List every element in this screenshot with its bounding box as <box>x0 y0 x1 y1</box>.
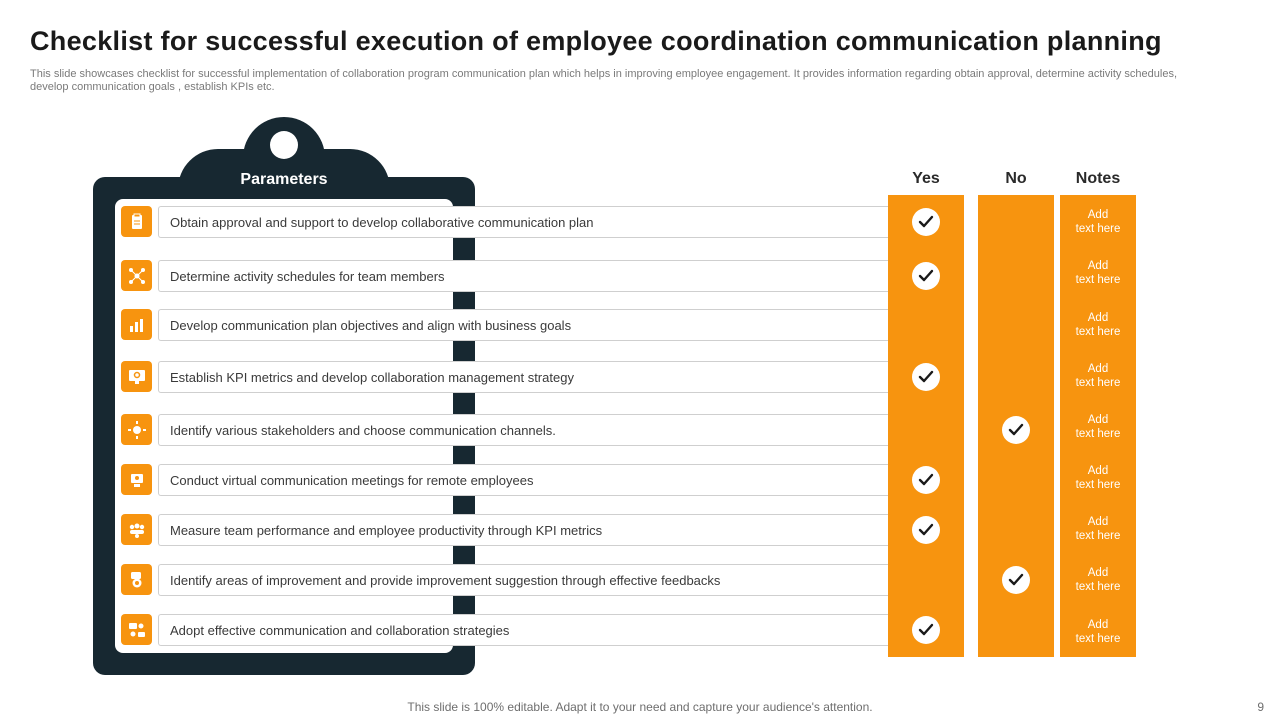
checklist-row: Adopt effective communication and collab… <box>158 614 888 646</box>
note-placeholder[interactable]: Add text here <box>1075 363 1121 389</box>
checklist-row-text: Conduct virtual communication meetings f… <box>170 472 534 488</box>
no-check-icon[interactable] <box>1002 416 1030 444</box>
checklist-row: Determine activity schedules for team me… <box>158 260 888 292</box>
growth-chart-icon <box>129 318 143 332</box>
yes-check-icon[interactable] <box>912 516 940 544</box>
page-subtitle: This slide showcases checklist for succe… <box>30 68 1178 93</box>
checklist-row-text: Measure team performance and employee pr… <box>170 522 603 538</box>
yes-check-icon[interactable] <box>912 262 940 290</box>
yes-check-icon[interactable] <box>912 208 940 236</box>
yes-check-icon[interactable] <box>912 363 940 391</box>
note-placeholder[interactable]: Add text here <box>1075 516 1121 542</box>
note-placeholder[interactable]: Add text here <box>1075 465 1121 491</box>
checklist-row-text: Adopt effective communication and collab… <box>170 622 510 638</box>
checklist-row: Identify areas of improvement and provid… <box>158 564 888 596</box>
checklist-row-text: Obtain approval and support to develop c… <box>170 214 594 230</box>
checklist-row-text: Determine activity schedules for team me… <box>170 268 445 284</box>
note-placeholder[interactable]: Add text here <box>1075 619 1121 645</box>
checklist-row: Obtain approval and support to develop c… <box>158 206 888 238</box>
row-icon-badge <box>121 514 152 545</box>
checklist-row-text: Identify areas of improvement and provid… <box>170 572 721 588</box>
row-icon-badge <box>121 414 152 445</box>
checklist-row: Develop communication plan objectives an… <box>158 309 888 341</box>
yes-check-icon[interactable] <box>912 616 940 644</box>
video-meeting-icon <box>130 473 143 487</box>
team-performance-icon <box>129 523 144 538</box>
clipboard-icon <box>131 213 142 229</box>
monitor-search-icon <box>128 369 145 384</box>
checklist-row-text: Develop communication plan objectives an… <box>170 317 572 333</box>
row-icon-badge <box>121 464 152 495</box>
note-placeholder[interactable]: Add text here <box>1075 260 1121 286</box>
yes-column-header: Yes <box>912 170 940 187</box>
note-placeholder[interactable]: Add text here <box>1075 567 1121 593</box>
page-title: Checklist for successful execution of em… <box>30 26 1162 56</box>
checklist-row: Conduct virtual communication meetings f… <box>158 464 888 496</box>
footer-note: This slide is 100% editable. Adapt it to… <box>407 700 873 714</box>
checklist-row: Establish KPI metrics and develop collab… <box>158 361 888 393</box>
row-icon-badge <box>121 564 152 595</box>
clipboard-hole <box>270 131 298 159</box>
note-placeholder[interactable]: Add text here <box>1075 414 1121 440</box>
no-column-header: No <box>1005 170 1027 187</box>
note-placeholder[interactable]: Add text here <box>1075 209 1121 235</box>
notes-column <box>1060 195 1136 657</box>
row-icon-badge <box>121 206 152 237</box>
row-icon-badge <box>121 309 152 340</box>
parameters-heading: Parameters <box>240 171 328 188</box>
row-icon-badge <box>121 614 152 645</box>
page-number: 9 <box>1257 700 1264 714</box>
checklist-row-text: Identify various stakeholders and choose… <box>170 422 556 438</box>
gear-people-icon <box>127 420 146 439</box>
checklist-row: Measure team performance and employee pr… <box>158 514 888 546</box>
notes-column-header: Notes <box>1075 170 1121 187</box>
yes-check-icon[interactable] <box>912 466 940 494</box>
checklist-row-text: Establish KPI metrics and develop collab… <box>170 369 574 385</box>
note-placeholder[interactable]: Add text here <box>1075 312 1121 338</box>
no-check-icon[interactable] <box>1002 566 1030 594</box>
collaboration-icon <box>128 622 145 637</box>
row-icon-badge <box>121 260 152 291</box>
feedback-icon <box>130 571 141 587</box>
checklist-row: Identify various stakeholders and choose… <box>158 414 888 446</box>
row-icon-badge <box>121 361 152 392</box>
network-icon <box>128 267 145 284</box>
